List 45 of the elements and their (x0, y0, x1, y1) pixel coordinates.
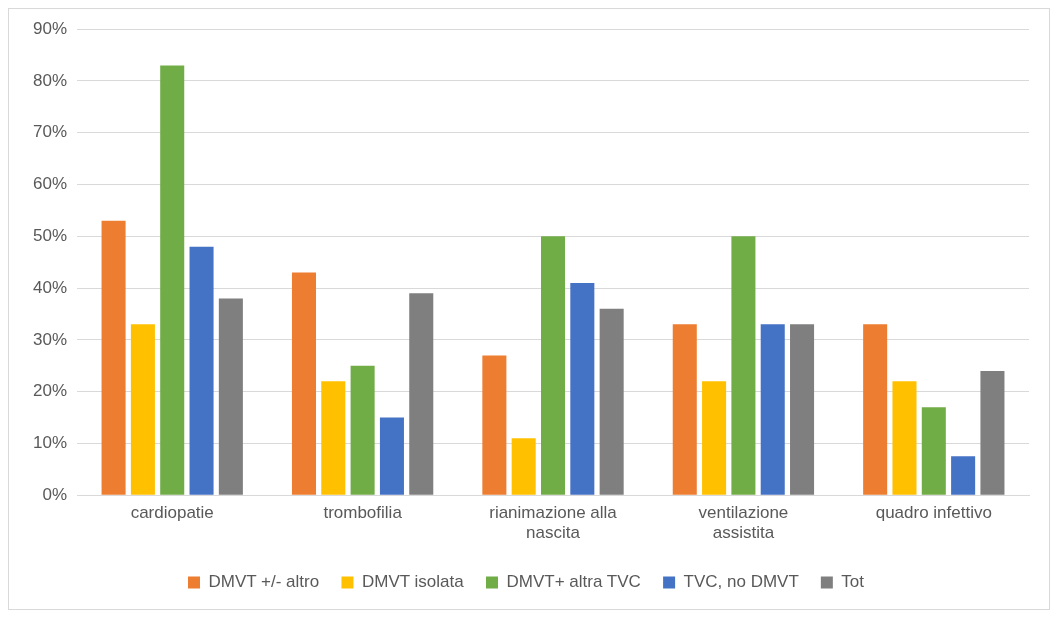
legend-label: DMVT isolata (361, 572, 465, 592)
bar (482, 355, 507, 495)
y-tick-label: 40% (32, 277, 68, 297)
bar (951, 456, 976, 495)
bar (291, 272, 316, 495)
legend-label: TVC, no DMVT (683, 572, 799, 592)
bar (863, 324, 888, 495)
bar (350, 365, 375, 495)
bar (921, 407, 946, 495)
bar (599, 308, 624, 495)
bar (130, 324, 155, 495)
y-tick-label: 80% (32, 70, 68, 90)
y-tick-label: 90% (32, 18, 68, 38)
bar (189, 246, 214, 495)
bar (892, 381, 917, 495)
x-tick-label: quadro infettivo (875, 503, 992, 523)
bar (980, 370, 1005, 495)
y-tick-label: 60% (32, 174, 68, 194)
bar (672, 324, 697, 495)
y-tick-label: 10% (32, 433, 68, 453)
legend-label: DMVT+ altra TVC (506, 572, 641, 592)
x-tick-label: cardiopatie (130, 503, 214, 523)
legend-label: Tot (841, 572, 865, 592)
bar (379, 417, 404, 495)
bar (218, 298, 243, 495)
legend-label: DMVT +/- altro (208, 572, 320, 592)
bar (731, 236, 756, 495)
bar (321, 381, 346, 495)
x-tick-label: trombofilia (323, 503, 403, 523)
bar (760, 324, 785, 495)
bar (540, 236, 566, 495)
x-tick-label: rianimazione alla nascita (489, 503, 618, 543)
bar (101, 220, 126, 495)
y-tick-label: 30% (32, 329, 68, 349)
bar (570, 282, 595, 495)
y-tick-label: 70% (32, 122, 68, 142)
y-tick-label: 0% (42, 484, 68, 504)
x-tick-label: ventilazione assistita (698, 503, 789, 543)
bar (790, 324, 815, 495)
bar (409, 293, 434, 495)
bar (160, 65, 185, 495)
bar (511, 438, 536, 495)
y-tick-label: 20% (32, 381, 68, 401)
bar (702, 381, 727, 495)
y-tick-label: 50% (32, 226, 68, 245)
